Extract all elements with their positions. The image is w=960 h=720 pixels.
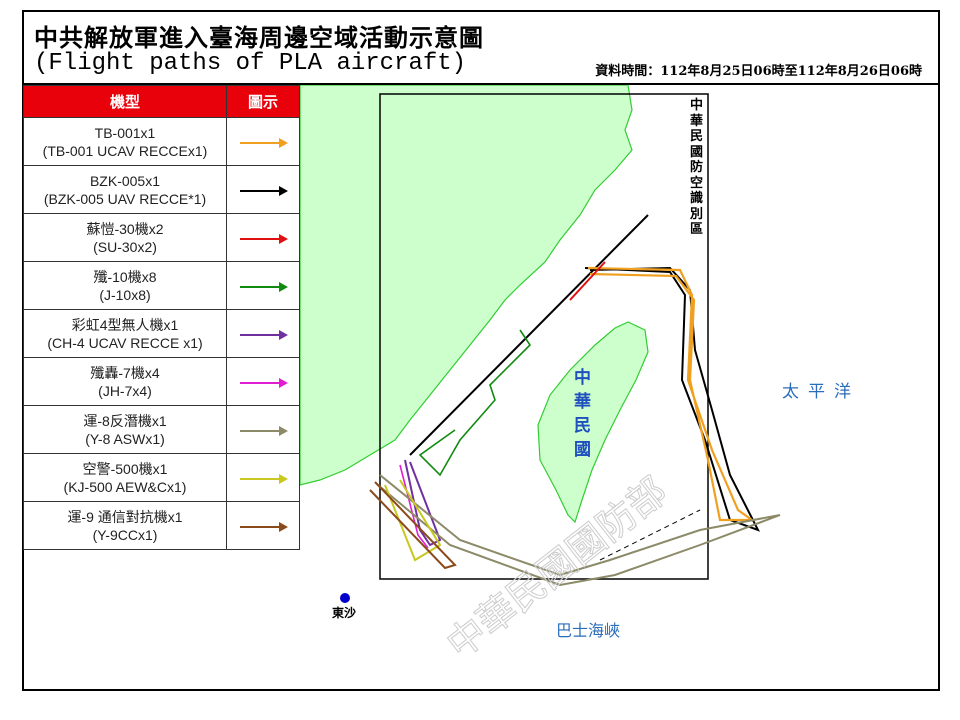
taiwan-label: 中華民國 xyxy=(574,368,591,460)
legend-table: 機型 圖示 TB-001x1 (TB-001 UCAV RECCEx1) BZK-… xyxy=(23,85,300,550)
aircraft-type: 殲-10機x8 xyxy=(93,268,157,285)
legend-row: 彩虹4型無人機x1 (CH-4 UCAV RECCE x1) xyxy=(23,309,300,358)
aircraft-type: 蘇愷-30機x2 xyxy=(86,220,164,237)
legend-header-type: 機型 xyxy=(23,85,227,118)
path-su30 xyxy=(569,261,606,301)
page-subtitle: (Flight paths of PLA aircraft) xyxy=(34,50,467,77)
taiwan-island xyxy=(537,321,649,524)
path-j10 xyxy=(418,329,532,477)
arrow-icon xyxy=(240,233,288,244)
flight-path-map: 中華民國國防部 xyxy=(299,85,781,668)
aircraft-type-en: (CH-4 UCAV RECCE x1) xyxy=(47,334,203,351)
legend-header-symbol: 圖示 xyxy=(226,85,300,118)
aircraft-type-en: (J-10x8) xyxy=(99,286,151,303)
aircraft-type: 殲轟-7機x4 xyxy=(90,364,160,381)
arrow-icon xyxy=(240,473,288,484)
china-mainland xyxy=(299,85,633,486)
arrow-icon xyxy=(240,521,288,532)
arrow-icon xyxy=(240,329,288,340)
legend-row: 空警-500機x1 (KJ-500 AEW&Cx1) xyxy=(23,453,300,502)
aircraft-type-en: (TB-001 UCAV RECCEx1) xyxy=(42,142,208,159)
header-divider xyxy=(22,83,938,85)
legend-row: 運-8反潛機x1 (Y-8 ASWx1) xyxy=(23,405,300,454)
aircraft-type: 運-8反潛機x1 xyxy=(83,412,167,429)
arrow-icon xyxy=(240,377,288,388)
aircraft-type: 運-9 通信對抗機x1 xyxy=(67,508,183,525)
bashi-channel-label: 巴士海峽 xyxy=(556,621,621,640)
legend-row: BZK-005x1 (BZK-005 UAV RECCE*1) xyxy=(23,165,300,214)
dongsha-marker xyxy=(340,593,350,603)
page-title: 中共解放軍進入臺海周邊空域活動示意圖 xyxy=(34,23,484,52)
aircraft-type-en: (BZK-005 UAV RECCE*1) xyxy=(43,190,207,207)
legend-row: 殲轟-7機x4 (JH-7x4) xyxy=(23,357,300,406)
adiz-label: 中華民國防空識別區 xyxy=(690,98,704,237)
path-bzk005 xyxy=(409,214,649,456)
data-time: 資料時間：112年8月25日06時至112年8月26日06時 xyxy=(595,64,922,79)
aircraft-type-en: (KJ-500 AEW&Cx1) xyxy=(63,478,187,495)
pacific-label: 太平洋 xyxy=(782,382,860,402)
path-y8 xyxy=(377,474,781,587)
legend-row: 殲-10機x8 (J-10x8) xyxy=(23,261,300,310)
arrow-icon xyxy=(240,281,288,292)
aircraft-type: 空警-500機x1 xyxy=(82,460,168,477)
legend-row: 運-9 通信對抗機x1 (Y-9CCx1) xyxy=(23,501,300,550)
dongsha-label: 東沙 xyxy=(332,606,357,620)
aircraft-type: 彩虹4型無人機x1 xyxy=(71,316,179,333)
arrow-icon xyxy=(240,137,288,148)
arrow-icon xyxy=(240,185,288,196)
aircraft-type-en: (Y-8 ASWx1) xyxy=(85,430,165,447)
legend-row: 蘇愷-30機x2 (SU-30x2) xyxy=(23,213,300,262)
aircraft-type: TB-001x1 xyxy=(94,124,156,141)
path-y9 xyxy=(369,481,457,570)
aircraft-type: BZK-005x1 xyxy=(89,172,161,189)
aircraft-type-en: (SU-30x2) xyxy=(93,238,157,255)
arrow-icon xyxy=(240,425,288,436)
legend-row: TB-001x1 (TB-001 UCAV RECCEx1) xyxy=(23,117,300,166)
aircraft-type-en: (Y-9CCx1) xyxy=(92,526,158,543)
aircraft-type-en: (JH-7x4) xyxy=(98,382,152,399)
